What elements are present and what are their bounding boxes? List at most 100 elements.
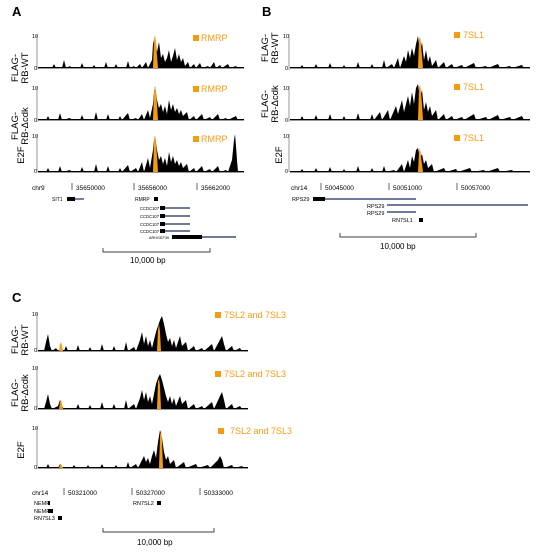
gene-model	[48, 509, 53, 513]
gene-label: NEMF	[34, 501, 50, 507]
gene-model	[58, 516, 62, 520]
gene-model	[419, 218, 423, 222]
highlight-marker	[454, 32, 460, 38]
gene-model	[154, 197, 158, 201]
gene-model	[160, 214, 165, 218]
gene-model	[172, 235, 202, 239]
coordinate-label: 50051000	[393, 185, 422, 192]
track-label: RB-Δcdk	[20, 374, 31, 412]
track-label: RB-WT	[270, 32, 281, 63]
gene-label: RN7SL3	[34, 516, 55, 522]
gene-model	[48, 501, 50, 505]
axis-tick-label: 10	[32, 312, 38, 318]
coordinate-label: 35656000	[138, 185, 167, 192]
signal-track	[38, 36, 244, 69]
gene-model	[160, 222, 165, 226]
gene-marker-label: 7SL2 and 7SL3	[230, 426, 292, 436]
highlight-marker	[215, 312, 221, 318]
chromosome-label: chr9	[32, 185, 45, 192]
gene-label: RMRP	[135, 197, 150, 203]
track-label: FLAG-	[10, 54, 21, 82]
scale-bar	[102, 248, 211, 253]
highlight-marker	[215, 371, 221, 377]
axis-tick-label: 0	[34, 118, 37, 124]
gene-model	[313, 197, 325, 201]
gene-marker-label: 7SL1	[463, 133, 484, 143]
axis-tick-label: 10	[283, 34, 289, 40]
axis-tick-label: 10	[283, 134, 289, 140]
track-label: E2F	[274, 146, 285, 164]
panel-c: FLAG- RB-WT FLAG- RB-Δcdk E2F 10 0 10 0 …	[10, 310, 292, 547]
gene-label: NEMF	[34, 509, 50, 515]
axis-tick-label: 10	[32, 426, 38, 432]
panel-a: FLAG- RB-WT FLAG- RB-Δcdk E2F 10 0 10 0 …	[10, 33, 244, 265]
signal-track	[38, 430, 248, 469]
chromosome-label: chr14	[291, 185, 308, 192]
axis-tick-label: 0	[34, 66, 37, 72]
axis-tick-label: 10	[283, 86, 289, 92]
signal-track	[290, 148, 530, 173]
coordinate-label: 50327000	[136, 490, 165, 497]
gene-label: RPS29	[367, 211, 384, 217]
gene-marker-label: 7SL1	[463, 82, 484, 92]
highlight-marker	[193, 35, 199, 41]
gene-model	[160, 206, 165, 210]
highlight-marker	[454, 84, 460, 90]
gene-label: ARHGEF39	[149, 236, 169, 240]
track-label: FLAG-	[260, 90, 271, 118]
gene-label: RN7SL2	[133, 501, 154, 507]
scale-label: 10,000 bp	[130, 256, 166, 265]
signal-track	[38, 316, 248, 352]
signal-track	[38, 374, 248, 410]
gene-marker-label: RMRP	[201, 134, 228, 144]
coordinate-label: 50321000	[68, 490, 97, 497]
highlight-marker	[218, 428, 224, 434]
scale-bar	[339, 233, 477, 238]
chromosome-label: chr14	[32, 490, 49, 497]
panel-letter-c: C	[12, 290, 22, 305]
axis-tick-label: 10	[32, 86, 38, 92]
axis-tick-label: 10	[32, 134, 38, 140]
coordinate-label: 35662000	[201, 185, 230, 192]
axis-tick-label: 0	[285, 66, 288, 72]
gene-marker-label: 7SL1	[463, 30, 484, 40]
gene-model	[67, 197, 75, 201]
axis-tick-label: 0	[34, 406, 37, 412]
gene-label: CCDC107	[140, 222, 160, 227]
scale-label: 10,000 bp	[380, 242, 416, 251]
panel-b: FLAG- RB-WT FLAG- RB-Δcdk E2F 10 0 10 0 …	[260, 30, 530, 251]
coordinate-label: 35650000	[76, 185, 105, 192]
scale-bar	[102, 528, 215, 533]
axis-tick-label: 10	[32, 34, 38, 40]
highlight-marker	[193, 86, 199, 92]
track-label: FLAG-	[10, 379, 21, 407]
gene-label: SIT1	[52, 197, 63, 203]
track-label: FLAG-	[260, 34, 271, 62]
highlight-marker	[193, 136, 199, 142]
axis-tick-label: 10	[32, 366, 38, 372]
track-label: RB-WT	[20, 324, 31, 355]
track-label: RB-WT	[20, 52, 31, 83]
signal-track	[38, 134, 244, 173]
gene-marker-label: RMRP	[201, 84, 228, 94]
coordinate-label: 50057000	[461, 185, 490, 192]
signal-track	[290, 84, 530, 121]
track-label: E2F	[16, 146, 27, 164]
track-label: RB-Δcdk	[270, 85, 281, 123]
gene-label: CCDC107	[140, 206, 160, 211]
track-label: RB-Δcdk	[20, 107, 31, 145]
gene-model	[157, 501, 161, 505]
gene-label: CCDC107	[140, 229, 160, 234]
gene-label: RPS29	[367, 204, 384, 210]
signal-track	[290, 36, 530, 69]
axis-tick-label: 0	[34, 169, 37, 175]
axis-tick-label: 0	[285, 118, 288, 124]
signal-track	[38, 86, 244, 121]
gene-model	[160, 229, 165, 233]
panel-letter-a: A	[12, 4, 22, 19]
panel-letter-b: B	[262, 4, 271, 19]
highlight-marker	[454, 135, 460, 141]
track-label: FLAG-	[10, 326, 21, 354]
track-label: E2F	[16, 441, 27, 459]
